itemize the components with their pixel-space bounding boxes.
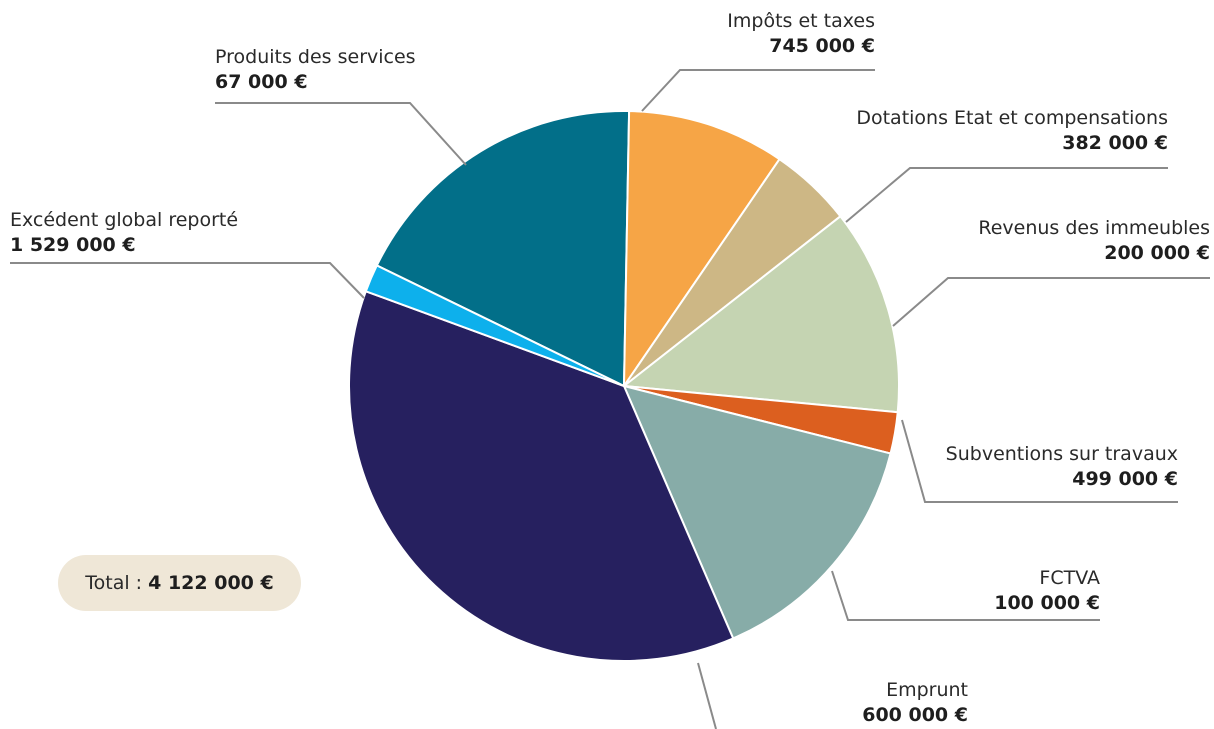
slice-value: 1 529 000 € [10, 234, 136, 256]
slice-value: 499 000 € [1072, 468, 1178, 490]
slice-name: Emprunt [886, 679, 968, 701]
slice-label-1: Dotations Etat et compensations 382 000 € [856, 106, 1168, 156]
slice-label-0: Impôts et taxes 745 000 € [727, 9, 875, 59]
slice-value: 200 000 € [1104, 242, 1210, 264]
pie-slice-6 [348, 290, 735, 662]
leader-line-6 [10, 262, 365, 299]
pie-slice-7 [364, 264, 625, 387]
slice-value: 382 000 € [1062, 132, 1168, 154]
slice-name: Impôts et taxes [727, 10, 875, 32]
leader-line-4 [831, 570, 1100, 621]
slice-label-7: Produits des services 67 000 € [215, 45, 416, 95]
slice-label-6: Excédent global reporté 1 529 000 € [10, 208, 238, 258]
slice-label-2: Revenus des immeubles 200 000 € [978, 216, 1210, 266]
slice-name: FCTVA [1039, 567, 1100, 589]
slice-label-3: Subventions sur travaux 499 000 € [946, 442, 1178, 492]
pie-slices [348, 110, 900, 662]
slice-name: Produits des services [215, 46, 416, 68]
leader-line-7 [215, 102, 467, 166]
slice-name: Subventions sur travaux [945, 443, 1178, 465]
total-value: 4 122 000 € [148, 572, 274, 594]
leader-line-2 [892, 277, 1210, 327]
slice-label-4: FCTVA 100 000 € [994, 566, 1100, 616]
slice-name: Revenus des immeubles [978, 217, 1210, 239]
leader-line-1 [845, 167, 1168, 223]
pie-slice-1 [623, 110, 781, 387]
total-badge: Total : 4 122 000 € [58, 555, 301, 611]
leader-line-3 [901, 419, 1178, 503]
leader-line-5 [697, 662, 717, 729]
slice-value: 67 000 € [215, 71, 308, 93]
slice-value: 100 000 € [994, 592, 1100, 614]
total-label: Total : [85, 572, 143, 594]
leader-line-0 [641, 69, 875, 112]
slice-value: 600 000 € [862, 704, 968, 726]
pie-slice-0 [375, 110, 631, 387]
slice-name: Dotations Etat et compensations [856, 107, 1168, 129]
leader-lines [10, 69, 1210, 729]
slice-label-5: Emprunt 600 000 € [862, 678, 968, 728]
pie-slice-5 [623, 385, 892, 640]
slice-value: 745 000 € [769, 35, 875, 57]
pie-slice-3 [623, 215, 900, 414]
slice-name: Excédent global reporté [10, 209, 239, 231]
